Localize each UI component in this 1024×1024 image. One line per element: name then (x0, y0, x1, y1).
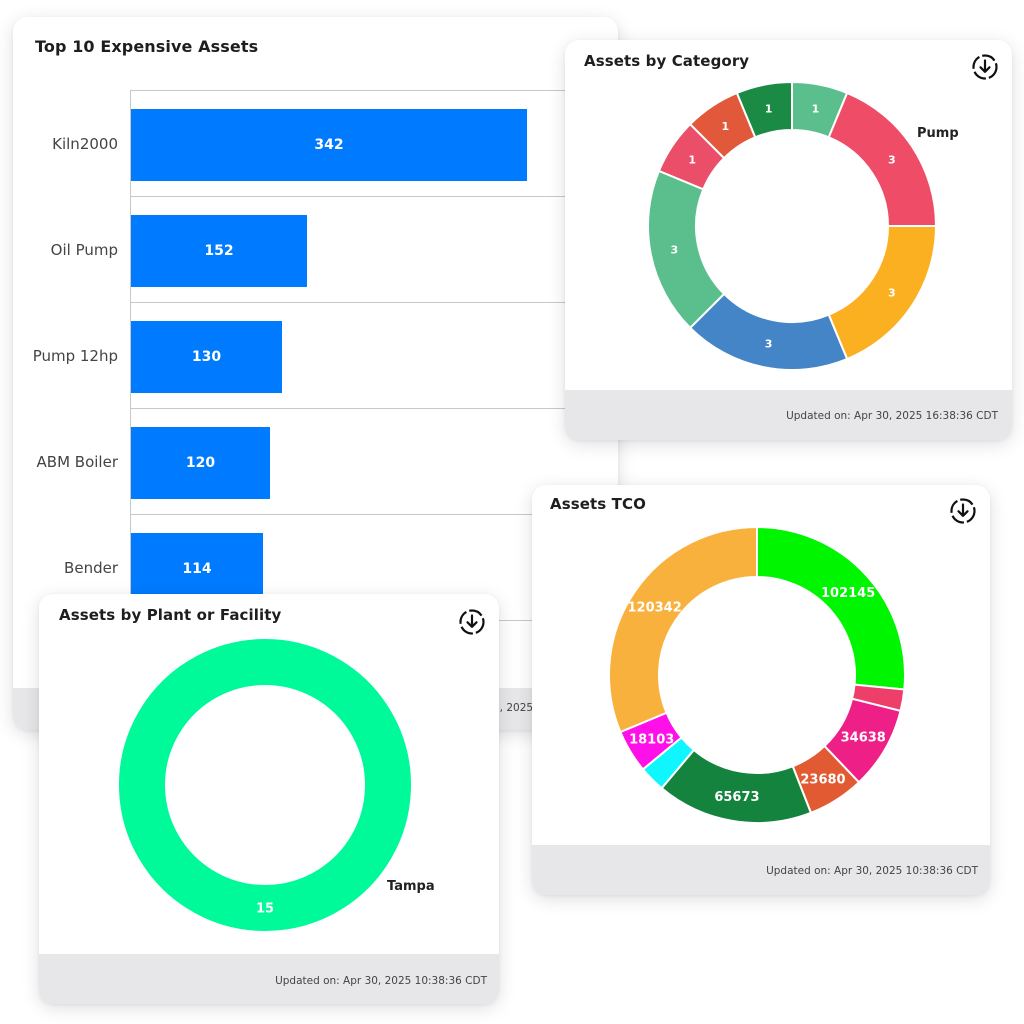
slice-value-label: 65673 (714, 790, 759, 805)
donut-slice[interactable] (756, 525, 906, 691)
slice-value-label: 120342 (627, 600, 681, 615)
gridline (130, 514, 618, 515)
plant-donut-chart: 15 Tampa (116, 637, 435, 933)
donut-slice[interactable] (647, 169, 726, 330)
slice-value-label: 1 (765, 102, 773, 115)
tco-donut-chart: 102145 34638 23680 65673 18103 120342 (608, 525, 906, 824)
outside-slice-label: Pump (917, 126, 959, 141)
bar-value-label: 120 (185, 455, 216, 471)
slice-value-label: 15 (256, 902, 274, 917)
download-circle-icon[interactable] (971, 53, 999, 81)
bar[interactable]: 120 (131, 427, 270, 499)
slice-value-label: 1 (812, 102, 820, 115)
donut-slice[interactable] (608, 525, 758, 734)
y-axis-line (130, 90, 131, 617)
gridline (130, 302, 618, 303)
bar-category-label: ABM Boiler (36, 453, 118, 471)
slice-value-label: 18103 (629, 732, 674, 747)
slice-value-label: 1 (722, 120, 730, 133)
by-plant-card: Assets by Plant or Facility 15 Tampa Upda… (39, 594, 499, 1004)
bar-value-label: 152 (204, 243, 234, 259)
bar[interactable]: 342 (131, 109, 527, 181)
bar-value-label: 114 (182, 561, 212, 577)
card-title: Assets TCO (550, 495, 646, 513)
slice-value-label: 1 (688, 153, 696, 166)
gridline (130, 196, 618, 197)
slice-value-label: 3 (765, 338, 773, 351)
footer-text: 0, 2025 (493, 702, 534, 714)
card-title: Top 10 Expensive Assets (35, 37, 259, 56)
by-category-card: Assets by Category 1 3 3 3 3 1 1 1 Pump Updated … (565, 40, 1012, 440)
slice-value-label: 34638 (841, 731, 886, 746)
donut-slice[interactable] (827, 225, 938, 361)
slice-value-label: 3 (888, 153, 896, 166)
bar[interactable]: 114 (131, 533, 263, 605)
updated-timestamp: Updated on: Apr 30, 2025 16:38:36 CDT (786, 410, 998, 422)
tco-card: Assets TCO 102145 34638 23680 65673 18103 120… (532, 485, 990, 895)
category-donut-chart: 1 3 3 3 3 1 1 1 Pump (647, 80, 959, 371)
gridline (130, 90, 618, 91)
slice-value-label: 3 (888, 287, 896, 300)
bar-category-label: Kiln2000 (52, 135, 118, 153)
bar-value-label: 130 (191, 349, 222, 365)
bar[interactable]: 130 (131, 321, 282, 393)
bar-category-label: Bender (64, 559, 118, 577)
download-circle-icon[interactable] (949, 497, 977, 525)
donut-slice[interactable] (116, 637, 413, 933)
updated-timestamp: Updated on: Apr 30, 2025 10:38:36 CDT (275, 975, 487, 987)
bar-value-label: 342 (314, 137, 344, 153)
slice-value-label: 102145 (821, 586, 875, 601)
card-footer: Updated on: Apr 30, 2025 10:38:36 CDT (532, 845, 990, 895)
slice-value-label: 23680 (800, 772, 845, 787)
slice-value-label: 3 (670, 243, 678, 256)
card-title: Assets by Category (584, 52, 750, 70)
card-footer: Updated on: Apr 30, 2025 16:38:36 CDT (565, 390, 1012, 440)
download-circle-icon[interactable] (458, 608, 486, 636)
updated-timestamp: Updated on: Apr 30, 2025 10:38:36 CDT (766, 865, 978, 877)
donut-slice[interactable] (827, 91, 938, 227)
gridline (130, 408, 618, 409)
bar-category-label: Oil Pump (50, 241, 118, 259)
donut-slice[interactable] (735, 80, 793, 139)
bar-category-label: Pump 12hp (32, 347, 118, 365)
bar-chart: Kiln2000 342 Oil Pump 152 Pump 12hp 130 ABM Bo… (13, 17, 618, 730)
card-footer: Updated on: Apr 30, 2025 10:38:36 CDT (39, 954, 499, 1004)
card-title: Assets by Plant or Facility (59, 606, 282, 624)
outside-slice-label: Tampa (387, 879, 435, 894)
bar[interactable]: 152 (131, 215, 307, 287)
